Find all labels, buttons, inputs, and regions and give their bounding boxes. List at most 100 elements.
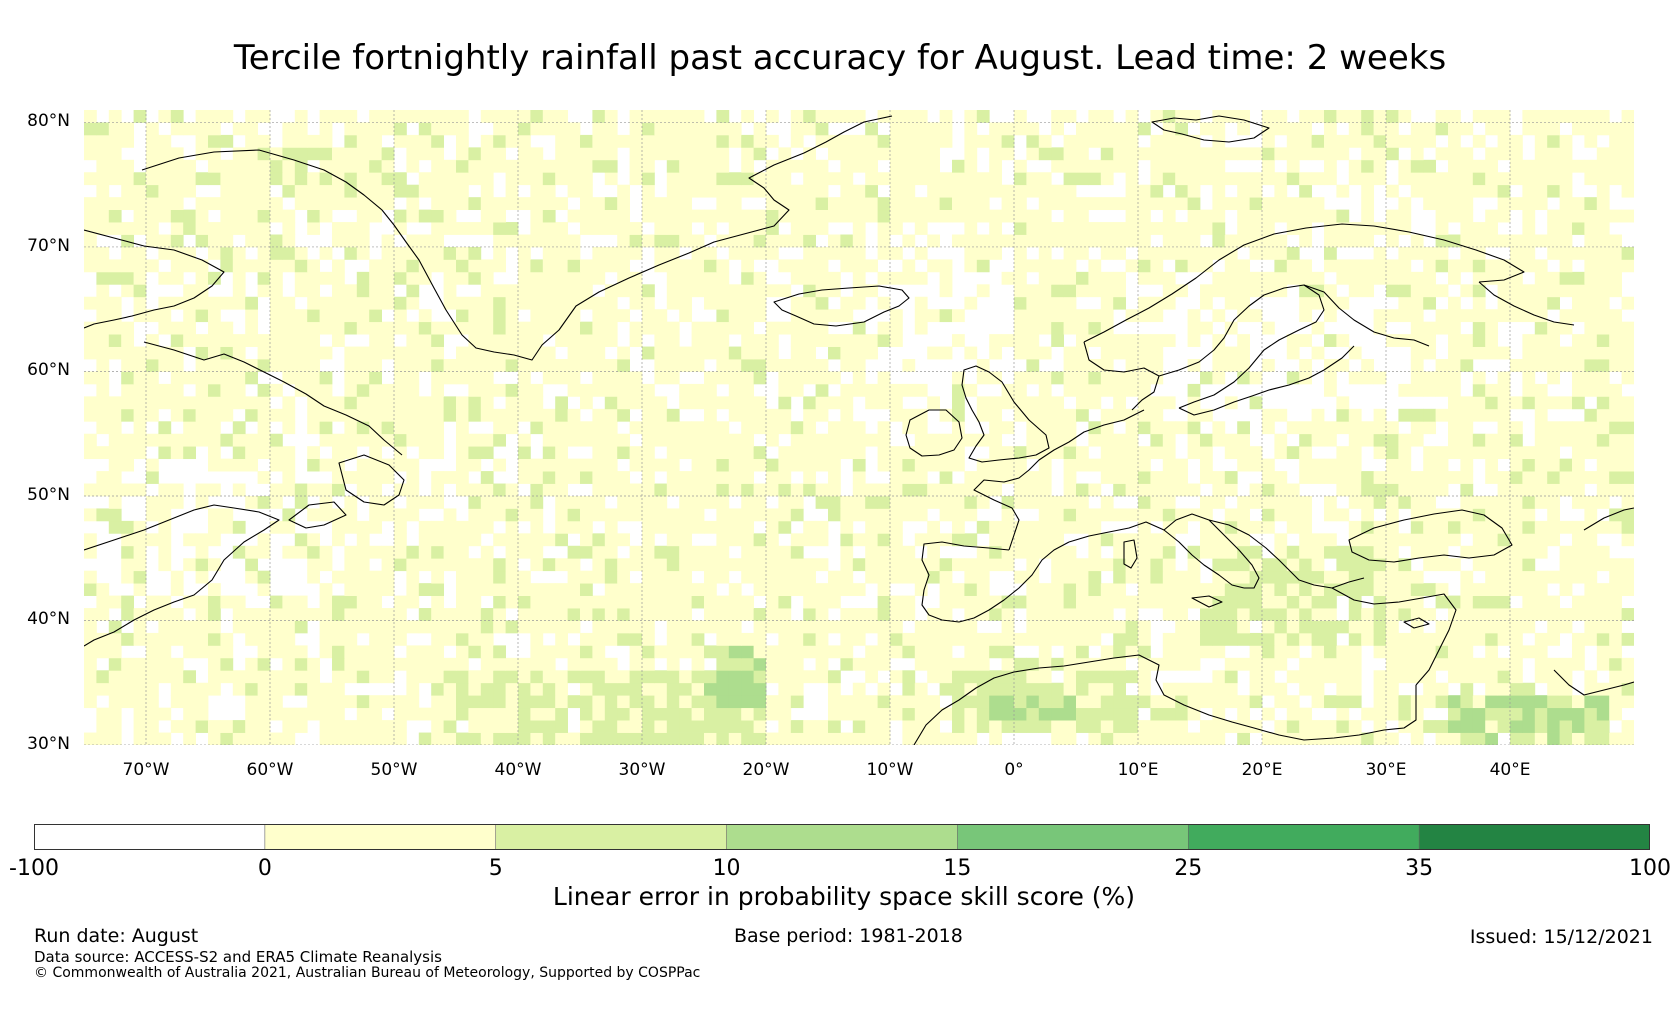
skill-cell	[778, 234, 792, 248]
skill-cell	[406, 471, 420, 484]
skill-cell	[1051, 309, 1064, 323]
skill-cell	[580, 520, 593, 534]
skill-cell	[480, 346, 494, 360]
skill-cell	[344, 296, 358, 310]
skill-cell	[1088, 433, 1102, 447]
skill-cell	[108, 433, 122, 447]
skill-cell	[927, 209, 940, 223]
skill-cell	[456, 570, 469, 584]
skill-cell	[121, 595, 134, 609]
skill-cell	[530, 483, 544, 497]
skill-cell	[232, 159, 246, 173]
skill-cell	[232, 595, 246, 609]
skill-cell	[629, 608, 643, 621]
skill-cell	[691, 446, 705, 460]
skill-cell	[741, 396, 754, 410]
skill-cell	[220, 595, 234, 609]
skill-cell	[1472, 670, 1486, 684]
skill-cell	[170, 396, 184, 410]
skill-cell	[1324, 608, 1337, 621]
skill-cell	[592, 670, 606, 684]
skill-cell	[741, 359, 754, 372]
skill-cell	[642, 508, 655, 522]
skill-cell	[84, 620, 97, 634]
skill-cell	[939, 483, 953, 497]
skill-cell	[716, 608, 730, 621]
skill-cell	[294, 271, 308, 285]
skill-cell	[294, 545, 308, 559]
skill-cell	[542, 670, 556, 684]
skill-cell	[232, 184, 246, 198]
skill-cell	[790, 695, 804, 709]
skill-cell	[245, 222, 258, 235]
skill-cell	[629, 147, 643, 161]
skill-cell	[890, 222, 903, 235]
skill-cell	[1051, 682, 1064, 696]
skill-cell	[1336, 234, 1350, 248]
skill-cell	[976, 545, 990, 559]
skill-cell	[307, 296, 320, 310]
skill-cell	[245, 209, 258, 223]
skill-cell	[1547, 271, 1560, 285]
skill-cell	[1299, 682, 1312, 696]
skill-cell	[1026, 222, 1040, 235]
skill-cell	[332, 159, 345, 173]
skill-cell	[1386, 184, 1399, 198]
skill-cell	[1249, 645, 1263, 659]
skill-cell	[865, 570, 878, 584]
skill-cell	[704, 421, 717, 435]
skill-cell	[1088, 396, 1102, 410]
skill-cell	[493, 134, 506, 148]
skill-cell	[96, 184, 110, 198]
skill-cell	[1088, 271, 1102, 285]
skill-cell	[170, 321, 184, 335]
skill-cell	[319, 645, 333, 659]
skill-cell	[1237, 620, 1250, 634]
skill-cell	[1162, 147, 1176, 161]
skill-cell	[914, 707, 928, 721]
skill-cell	[1398, 110, 1412, 123]
skill-cell	[952, 421, 965, 435]
skill-cell	[1497, 608, 1511, 621]
skill-cell	[716, 271, 730, 285]
skill-cell	[456, 670, 469, 684]
skill-cell	[456, 632, 469, 646]
skill-cell	[617, 732, 630, 745]
skill-cell	[1212, 533, 1226, 547]
skill-cell	[890, 309, 903, 323]
skill-cell	[865, 433, 878, 447]
skill-cell	[617, 508, 630, 522]
skill-cell	[1584, 732, 1598, 745]
skill-cell	[1547, 570, 1560, 584]
skill-cell	[902, 259, 916, 273]
colorbar-tick-label: -100	[9, 856, 59, 881]
skill-cell	[245, 570, 258, 584]
skill-cell	[1485, 383, 1498, 397]
skill-cell	[158, 172, 172, 186]
skill-cell	[1485, 159, 1498, 173]
skill-cell	[232, 620, 246, 634]
skill-cell	[493, 595, 506, 609]
skill-cell	[1373, 246, 1387, 260]
skill-cell	[1361, 271, 1374, 285]
skill-cell	[1200, 595, 1213, 609]
skill-cell	[567, 433, 581, 447]
skill-cell	[766, 483, 779, 497]
skill-cell	[369, 595, 382, 609]
skill-cell	[1100, 495, 1114, 509]
skill-cell	[133, 197, 147, 211]
skill-cell	[1410, 508, 1424, 522]
skill-cell	[1051, 110, 1064, 123]
skill-cell	[1559, 483, 1573, 497]
skill-cell	[1485, 471, 1498, 484]
skill-cell	[84, 632, 97, 646]
skill-cell	[704, 321, 717, 335]
skill-cell	[803, 371, 816, 385]
skill-cell	[666, 334, 680, 347]
skill-cell	[1559, 570, 1573, 584]
skill-cell	[121, 446, 134, 460]
skill-cell	[1534, 396, 1548, 410]
skill-cell	[220, 209, 234, 223]
skill-cell	[1559, 259, 1573, 273]
skill-cell	[158, 134, 172, 148]
